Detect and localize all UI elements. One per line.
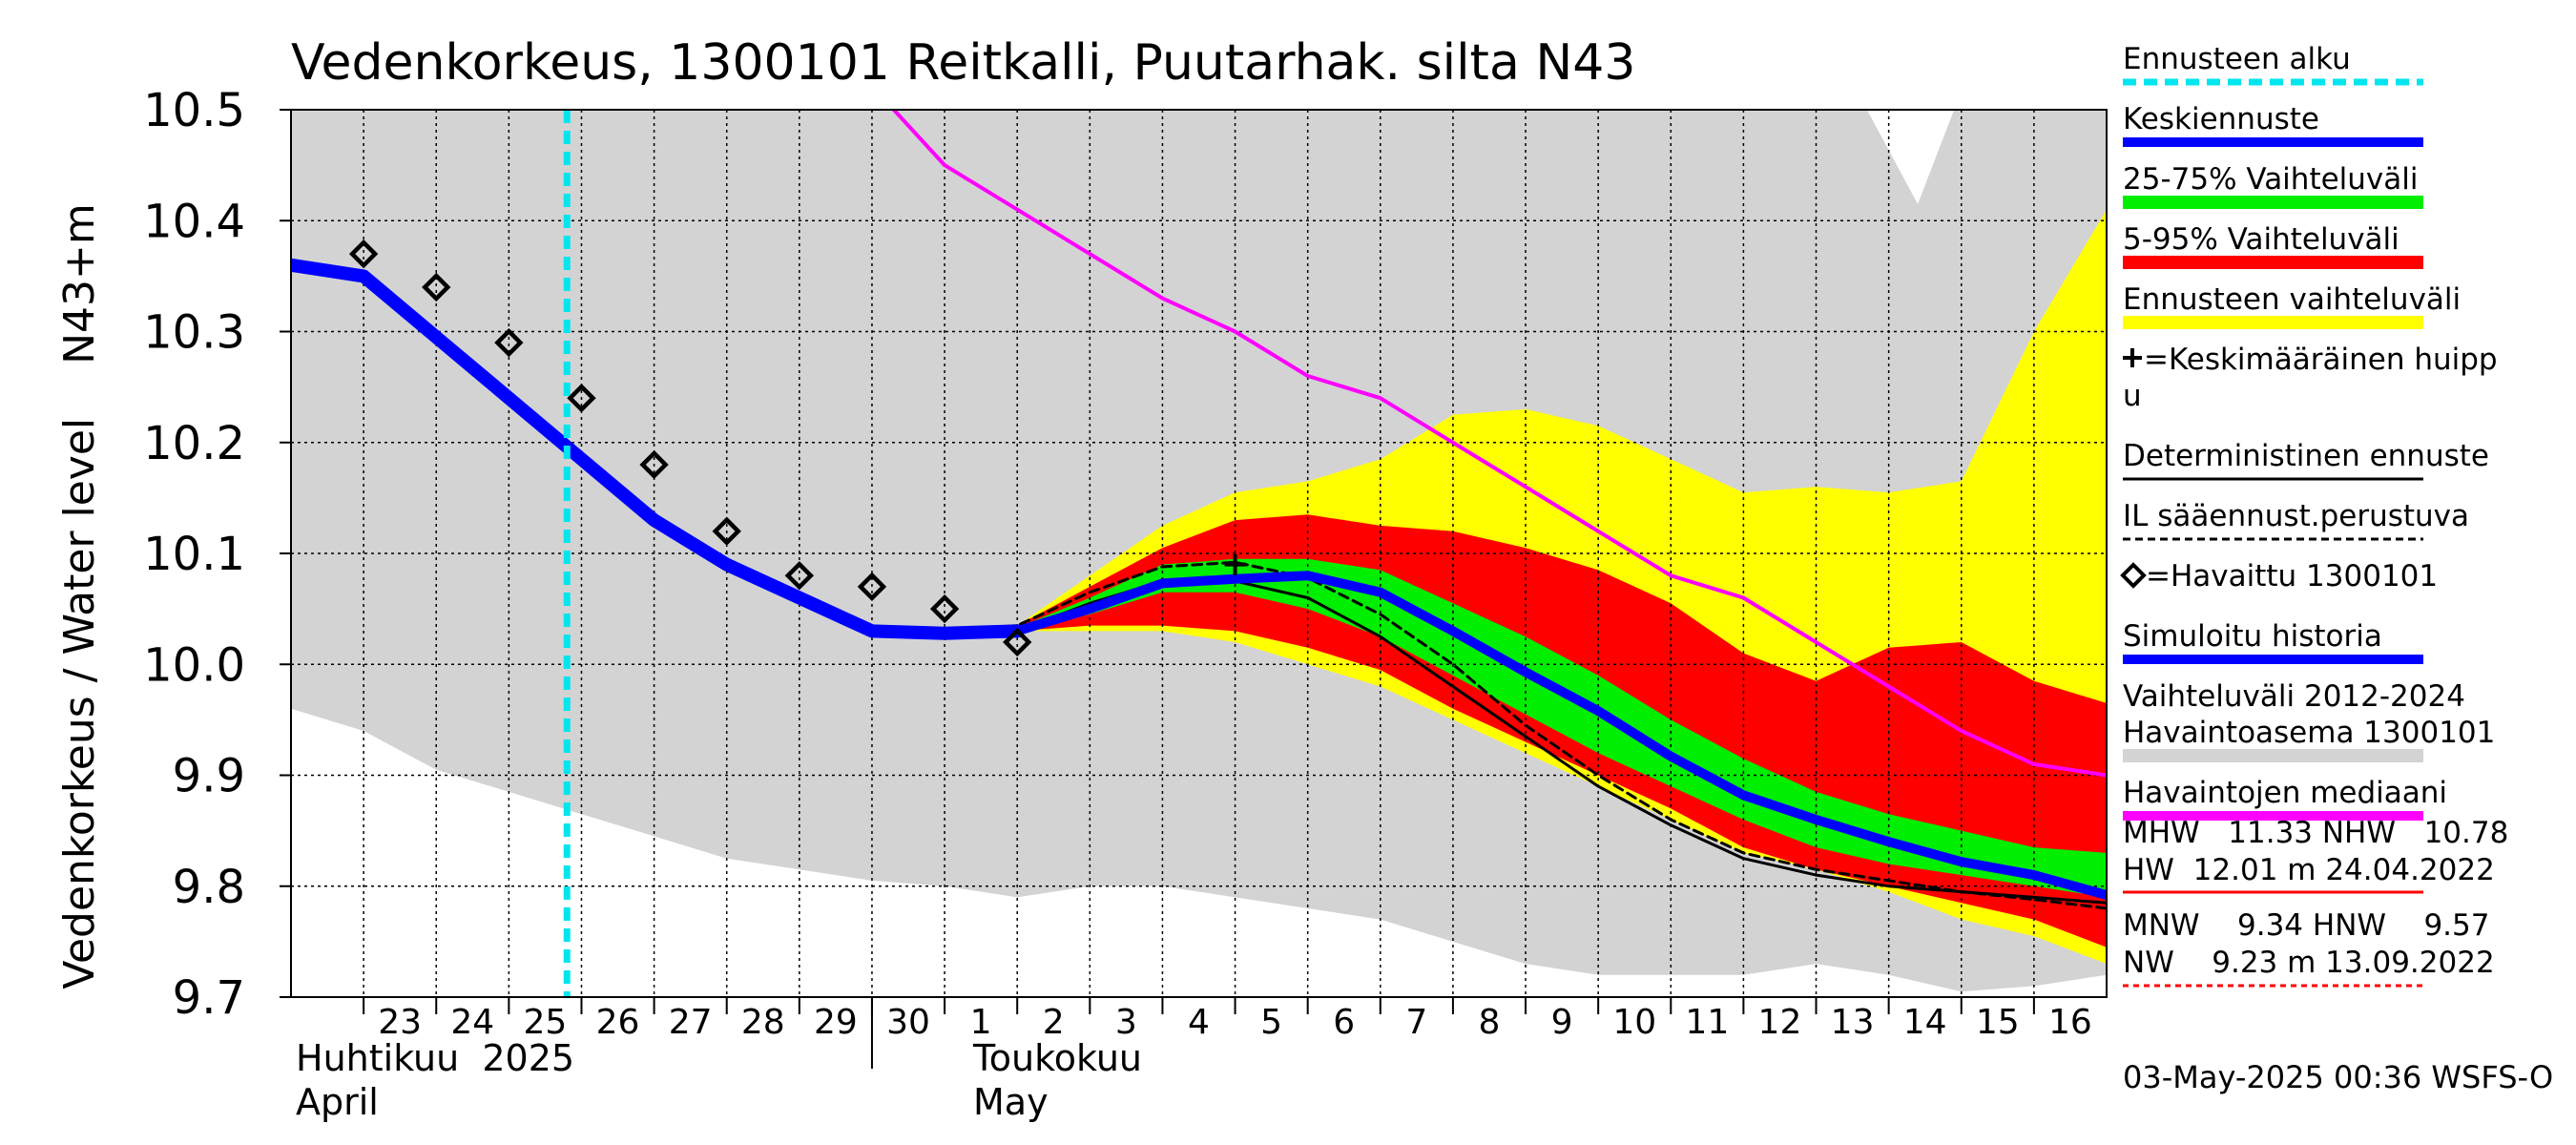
footer-timestamp: 03-May-2025 00:36 WSFS-O (2123, 1059, 2553, 1095)
observed-point (784, 561, 815, 591)
x-tick-label: 2 (1043, 1003, 1065, 1042)
x-tick-label: 10 (1612, 1003, 1656, 1042)
month-label-may-fi: Toukokuu (972, 1037, 1142, 1079)
x-tick-label: 4 (1188, 1003, 1210, 1042)
observed-point (712, 516, 741, 546)
x-tick-label: 9 (1551, 1003, 1573, 1042)
legend-item-havaintojen-mediaani: Havaintojen mediaani (2123, 776, 2447, 821)
observed-point (929, 593, 960, 624)
x-tick-label: 11 (1685, 1003, 1729, 1042)
stats-block: MHW 11.33 NHW 10.78 HW 12.01 m 24.04.202… (2123, 816, 2508, 988)
stats-mnw: MNW 9.34 HNW 9.57 (2123, 908, 2489, 943)
peak-marker (1224, 553, 1246, 575)
x-tick-label: 27 (669, 1003, 713, 1042)
legend-item-havaittu-1300101: =Havaittu 1300101 (2120, 559, 2438, 593)
y-axis-label: Vedenkorkeus / Water level N43+m (55, 203, 104, 989)
legend: Ennusteen alku Keskiennuste 25-75% Vaihtel… (2120, 42, 2498, 821)
x-tick-label: 6 (1333, 1003, 1355, 1042)
y-tick-label: 10.1 (143, 528, 245, 581)
stats-hw: HW 12.01 m 24.04.2022 (2123, 853, 2495, 887)
legend-label: Deterministinen ennuste (2123, 439, 2489, 473)
observed-point (1003, 627, 1032, 657)
legend-label: Simuloitu historia (2123, 619, 2382, 654)
observed-point (639, 449, 669, 480)
x-tick-label: 24 (450, 1003, 494, 1042)
legend-item-ennusteen-vaihteluv-li: Ennusteen vaihteluväli (2123, 282, 2461, 329)
x-tick-label: 15 (1976, 1003, 2020, 1042)
legend-label: Keskiennuste (2123, 102, 2319, 136)
band-notch (1866, 110, 1955, 204)
legend-label: 25-75% Vaihteluväli (2123, 162, 2419, 197)
legend-item-deterministinen-ennuste: Deterministinen ennuste (2123, 439, 2489, 481)
x-tick-label: 8 (1479, 1003, 1501, 1042)
observed-point (857, 572, 887, 602)
legend-item-il-s-ennust-perustuva: IL sääennust.perustuva (2123, 499, 2469, 541)
legend-label-line2: Havaintoasema 1300101 (2123, 716, 2495, 750)
x-tick-label: 28 (741, 1003, 785, 1042)
observed-point (567, 384, 596, 413)
observed-point (494, 327, 524, 358)
month-label-may-en: May (973, 1081, 1049, 1123)
legend-item-keskiennuste: Keskiennuste (2123, 102, 2423, 147)
x-tick-label: 1 (970, 1003, 992, 1042)
y-tick-label: 9.9 (173, 750, 245, 803)
x-tick-label: 23 (378, 1003, 422, 1042)
y-tick-label: 10.3 (143, 306, 245, 360)
legend-item-vaihteluv-li-2012-2024: Vaihteluväli 2012-2024 Havaintoasema 130… (2123, 679, 2495, 762)
legend-label: =Havaittu 1300101 (2146, 559, 2438, 593)
series-keskiennuste (1012, 571, 2107, 900)
x-tick-label: 5 (1260, 1003, 1282, 1042)
x-tick-label: 29 (814, 1003, 858, 1042)
x-tick-label: 30 (886, 1003, 930, 1042)
legend-item-25-75-vaihteluv-li: 25-75% Vaihteluväli (2123, 162, 2423, 209)
observed-point (422, 272, 451, 302)
x-tick-label: 26 (596, 1003, 640, 1042)
plot-area (290, 109, 2108, 998)
x-axis: 23 24 25 26 27 28 29 30 1 2 3 4 5 6 7 8 9 10 11 12 13 14 15 16 (363, 997, 2092, 1069)
stats-nw: NW 9.23 m 13.09.2022 (2123, 946, 2495, 980)
series-havaintojen-mediaani (891, 110, 2107, 778)
legend-item-ennusteen-alku: Ennusteen alku (2123, 42, 2423, 86)
legend-label: Vaihteluväli 2012-2024 (2123, 679, 2465, 714)
legend-item-simuloitu-historia: Simuloitu historia (2123, 619, 2423, 664)
legend-label: Ennusteen alku (2123, 42, 2351, 76)
y-tick-label: 9.7 (173, 971, 245, 1025)
legend-label: =Keskimääräinen huipp (2144, 343, 2498, 377)
x-tick-label: 16 (2048, 1003, 2092, 1042)
chart-title: Vedenkorkeus, 1300101 Reitkalli, Puutarh… (291, 34, 1635, 92)
x-tick-label: 14 (1903, 1003, 1947, 1042)
month-label-april-fi: Huhtikuu 2025 (296, 1037, 574, 1079)
y-tick-label: 10.2 (143, 417, 245, 470)
x-tick-label: 25 (524, 1003, 568, 1042)
legend-label-wrap: u (2123, 379, 2142, 413)
legend-label: Ennusteen vaihteluväli (2123, 282, 2461, 317)
month-label-april-en: April (296, 1081, 379, 1123)
month-labels: Huhtikuu 2025 April Toukokuu May (296, 1037, 1142, 1123)
x-tick-label: 3 (1115, 1003, 1137, 1042)
legend-label: 5-95% Vaihteluväli (2123, 222, 2399, 257)
x-tick-label: 7 (1405, 1003, 1427, 1042)
legend-label: Havaintojen mediaani (2123, 776, 2447, 810)
y-tick-label: 9.8 (173, 861, 245, 914)
series-il-s-ennust-perustuva (943, 560, 2107, 910)
y-tick-label: 10.4 (143, 195, 245, 248)
plot-content (291, 110, 2107, 997)
y-tick-label: 10.5 (143, 84, 245, 137)
series-simuloitu-historia (291, 258, 1025, 640)
stats-mhw: MHW 11.33 NHW 10.78 (2123, 816, 2508, 850)
observed-point (348, 239, 379, 269)
x-tick-label: 13 (1831, 1003, 1875, 1042)
legend-label: IL sääennust.perustuva (2123, 499, 2469, 533)
legend-item-5-95-vaihteluv-li: 5-95% Vaihteluväli (2123, 222, 2423, 269)
x-tick-label: 12 (1758, 1003, 1802, 1042)
y-tick-label: 10.0 (143, 638, 245, 692)
y-axis: 10.5 10.4 10.3 10.2 10.1 10.0 9.9 9.8 9.7 (143, 84, 292, 1025)
